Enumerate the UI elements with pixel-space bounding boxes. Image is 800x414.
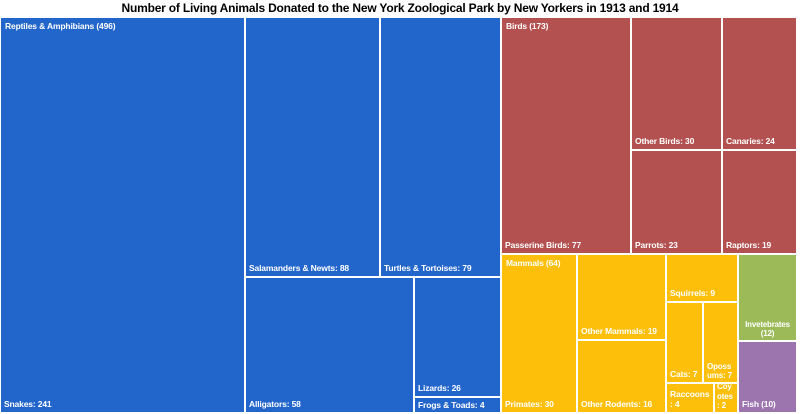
tile-label-other-rodents: Other Rodents: 16 (581, 399, 653, 410)
treemap-tile-primates: Primates: 30 (502, 255, 576, 412)
treemap-tile-snakes: Snakes: 241 (1, 18, 244, 412)
tile-label-passerine-birds: Passerine Birds: 77 (505, 240, 582, 251)
treemap-chart: Snakes: 241 Salamanders & Newts: 88 Turt… (0, 17, 797, 413)
tile-label-coyotes: Coyotes: 2 (717, 384, 733, 410)
tile-label-squirrels: Squirrels: 9 (670, 288, 715, 299)
tile-label-frogs-toads: Frogs & Toads: 4 (418, 400, 485, 411)
tile-label-opossums: Opossums: 7 (707, 361, 732, 380)
treemap-tile-invetebrates: Invetebrates (12) (739, 255, 796, 340)
treemap-tile-other-mammals: Other Mammals: 19 (578, 255, 665, 339)
treemap-tile-cats: Cats: 7 (667, 303, 702, 382)
treemap-tile-parrots: Parrots: 23 (632, 151, 721, 253)
tile-label-lizards: Lizards: 26 (418, 383, 461, 394)
tile-label-salamanders-newts: Salamanders & Newts: 88 (249, 263, 350, 274)
treemap-tile-lizards: Lizards: 26 (415, 278, 500, 396)
tile-label-snakes: Snakes: 241 (4, 399, 52, 410)
tile-label-parrots: Parrots: 23 (635, 240, 678, 251)
tile-label-raptors: Raptors: 19 (726, 240, 772, 251)
treemap-tile-coyotes: Coyotes: 2 (715, 384, 737, 412)
tile-label-primates: Primates: 30 (505, 399, 554, 410)
treemap-tile-other-birds: Other Birds: 30 (632, 18, 721, 149)
treemap-tile-canaries: Canaries: 24 (723, 18, 796, 149)
treemap-tile-turtles-tortoises: Turtles & Tortoises: 79 (381, 18, 500, 276)
treemap-tile-frogs-toads: Frogs & Toads: 4 (415, 398, 500, 412)
treemap-tile-salamanders-newts: Salamanders & Newts: 88 (246, 18, 379, 276)
tile-label-other-mammals: Other Mammals: 19 (581, 326, 657, 337)
tile-label-invetebrates: Invetebrates (12) (745, 319, 790, 338)
treemap-tile-alligators: Alligators: 58 (246, 278, 413, 412)
tile-label-cats: Cats: 7 (670, 369, 698, 380)
treemap-tile-opossums: Opossums: 7 (704, 303, 737, 382)
treemap-tile-fish: Fish (10) (739, 342, 796, 412)
chart-title: Number of Living Animals Donated to the … (121, 1, 679, 15)
tile-label-raccoons: Raccoons: 4 (670, 389, 710, 410)
tile-label-other-birds: Other Birds: 30 (635, 136, 695, 147)
tile-label-fish: Fish (10) (742, 399, 776, 410)
treemap-tile-other-rodents: Other Rodents: 16 (578, 341, 665, 412)
tile-label-alligators: Alligators: 58 (249, 399, 301, 410)
treemap-tile-raccoons: Raccoons: 4 (667, 384, 713, 412)
treemap-tile-squirrels: Squirrels: 9 (667, 255, 737, 301)
tile-label-turtles-tortoises: Turtles & Tortoises: 79 (384, 263, 472, 274)
treemap-tile-passerine-birds: Passerine Birds: 77 (502, 18, 630, 253)
tile-label-canaries: Canaries: 24 (726, 136, 775, 147)
treemap-tile-raptors: Raptors: 19 (723, 151, 796, 253)
